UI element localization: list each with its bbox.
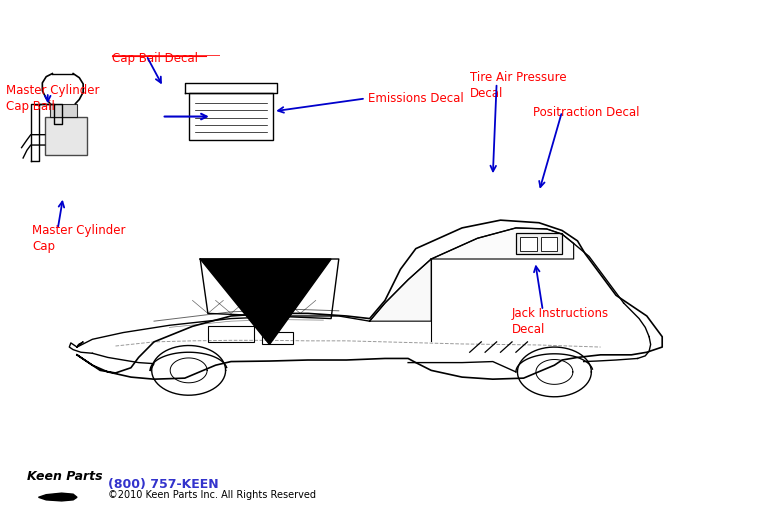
Text: Keen Parts: Keen Parts — [27, 470, 102, 483]
Bar — [189, 93, 273, 140]
Bar — [516, 233, 562, 254]
Text: Master Cylinder
Cap Bail: Master Cylinder Cap Bail — [6, 84, 99, 113]
Bar — [541, 237, 557, 251]
Text: ©2010 Keen Parts Inc. All Rights Reserved: ©2010 Keen Parts Inc. All Rights Reserve… — [108, 490, 316, 499]
Polygon shape — [200, 259, 331, 344]
Polygon shape — [38, 493, 77, 501]
Polygon shape — [370, 259, 431, 321]
Text: Emissions Decal: Emissions Decal — [368, 92, 464, 105]
Bar — [208, 326, 254, 342]
Text: (800) 757-KEEN: (800) 757-KEEN — [108, 478, 219, 491]
Text: Positraction Decal: Positraction Decal — [533, 106, 639, 119]
Text: Master Cylinder
Cap: Master Cylinder Cap — [32, 224, 126, 253]
Text: Tire Air Pressure
Decal: Tire Air Pressure Decal — [470, 71, 566, 100]
Text: Cap Bail Decal: Cap Bail Decal — [112, 52, 198, 65]
Bar — [262, 332, 293, 344]
Text: Jack Instructions
Decal: Jack Instructions Decal — [512, 307, 609, 336]
Bar — [50, 104, 77, 117]
Bar — [45, 117, 87, 155]
Bar — [520, 237, 537, 251]
Polygon shape — [431, 228, 574, 259]
